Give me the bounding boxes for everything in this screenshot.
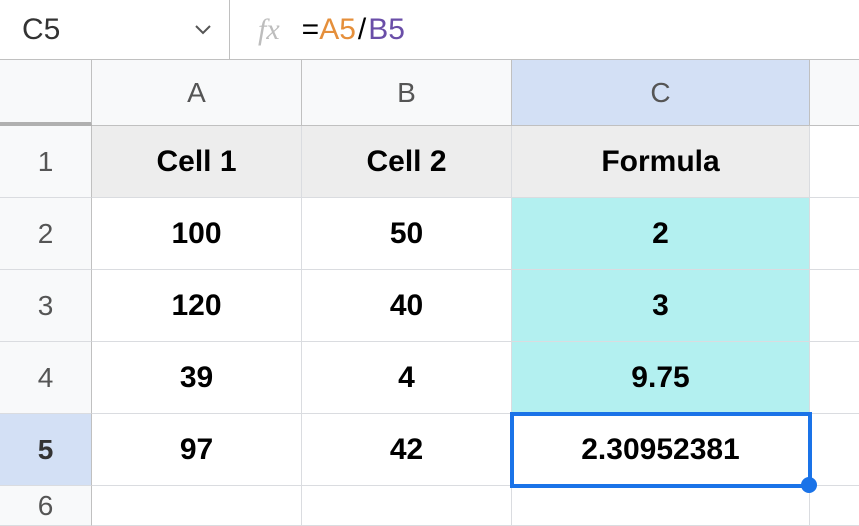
row-header-6[interactable]: 6 (0, 486, 92, 526)
cell-d2[interactable] (810, 198, 859, 270)
formula-operator: / (358, 13, 366, 47)
cell-b2[interactable]: 50 (302, 198, 512, 270)
cell-b1[interactable]: Cell 2 (302, 126, 512, 198)
cell-d4[interactable] (810, 342, 859, 414)
fx-icon: fx (258, 13, 280, 47)
row-header-1[interactable]: 1 (0, 126, 92, 198)
cell-b5[interactable]: 42 (302, 414, 512, 486)
formula-input[interactable]: = A5 / B5 (302, 13, 405, 47)
cell-a6[interactable] (92, 486, 302, 526)
fill-handle[interactable] (801, 477, 817, 493)
cell-c4[interactable]: 9.75 (512, 342, 810, 414)
spreadsheet-grid: A B C 1 Cell 1 Cell 2 Formula 2 100 50 2… (0, 60, 859, 526)
name-box-dropdown-icon[interactable] (195, 19, 211, 40)
row-header-5[interactable]: 5 (0, 414, 92, 486)
formula-section: fx = A5 / B5 (230, 0, 405, 59)
cell-a1[interactable]: Cell 1 (92, 126, 302, 198)
row-header-3[interactable]: 3 (0, 270, 92, 342)
cell-a3[interactable]: 120 (92, 270, 302, 342)
cell-a2[interactable]: 100 (92, 198, 302, 270)
cell-d1[interactable] (810, 126, 859, 198)
name-box-value: C5 (22, 13, 195, 47)
cell-b4[interactable]: 4 (302, 342, 512, 414)
cell-c1[interactable]: Formula (512, 126, 810, 198)
cell-c2[interactable]: 2 (512, 198, 810, 270)
cell-d3[interactable] (810, 270, 859, 342)
name-box[interactable]: C5 (0, 0, 230, 59)
formula-ref-a5: A5 (319, 13, 356, 47)
formula-ref-b5: B5 (368, 13, 405, 47)
cell-c5[interactable]: 2.30952381 (512, 414, 810, 486)
select-all-corner[interactable] (0, 60, 92, 126)
formula-equals: = (302, 13, 320, 47)
cell-b6[interactable] (302, 486, 512, 526)
cell-c3[interactable]: 3 (512, 270, 810, 342)
cell-a5[interactable]: 97 (92, 414, 302, 486)
col-header-extra[interactable] (810, 60, 859, 126)
col-header-a[interactable]: A (92, 60, 302, 126)
cell-d5[interactable] (810, 414, 859, 486)
row-header-4[interactable]: 4 (0, 342, 92, 414)
cell-a4[interactable]: 39 (92, 342, 302, 414)
col-header-c[interactable]: C (512, 60, 810, 126)
col-header-b[interactable]: B (302, 60, 512, 126)
cell-c5-value: 2.30952381 (581, 433, 740, 467)
row-header-2[interactable]: 2 (0, 198, 92, 270)
cell-d6[interactable] (810, 486, 859, 526)
cell-b3[interactable]: 40 (302, 270, 512, 342)
formula-bar: C5 fx = A5 / B5 (0, 0, 859, 60)
cell-c6[interactable] (512, 486, 810, 526)
